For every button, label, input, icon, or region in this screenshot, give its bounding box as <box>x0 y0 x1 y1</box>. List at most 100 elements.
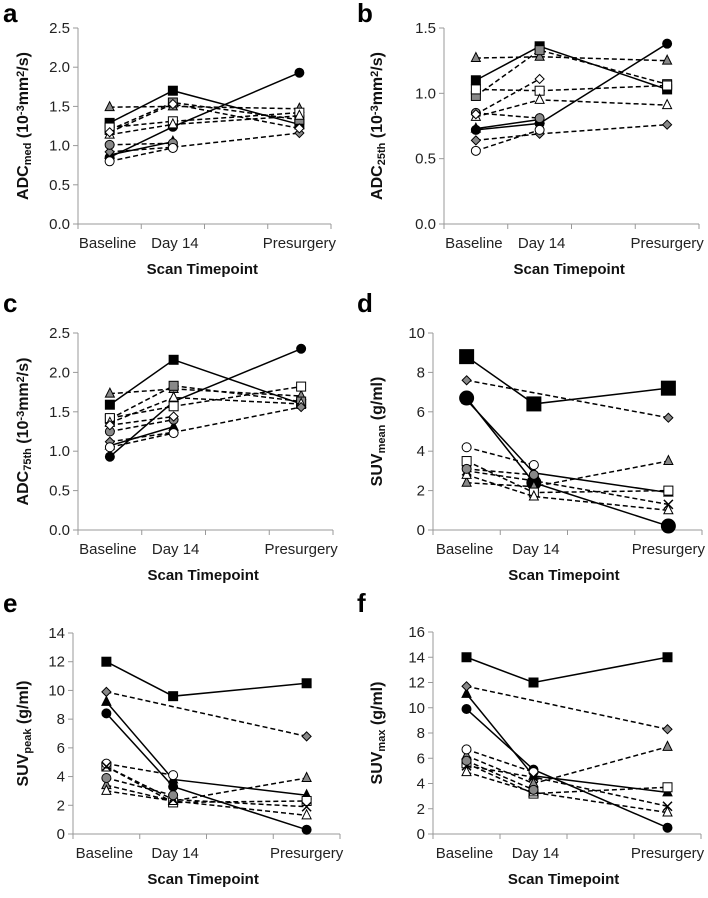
data-point-x <box>663 499 674 510</box>
data-point-diamond <box>663 412 674 423</box>
panel-b: b 0.0 0.5 1.0 1.5 Baseline Day 14 Presurgery Sca… <box>357 0 704 278</box>
x-category-label: Baseline <box>79 235 137 252</box>
data-point-circle <box>294 67 305 78</box>
series-line <box>109 111 300 129</box>
y-tick-label: 2.5 <box>49 20 70 37</box>
y-tick-label: 1.0 <box>49 443 70 460</box>
data-point-circle <box>461 704 472 715</box>
y-axis-title-part: (g/ml) <box>15 681 32 729</box>
data-point-circle <box>461 744 472 755</box>
series-5 <box>461 454 674 491</box>
data-point-triangle <box>661 54 673 65</box>
y-tick-label: 8 <box>417 364 425 381</box>
data-point-circle <box>101 773 112 784</box>
data-point-triangle <box>104 387 116 398</box>
series-10 <box>104 428 179 453</box>
x-category-label: Baseline <box>436 845 494 862</box>
series-line <box>475 49 668 97</box>
x-category-label: Day 14 <box>152 541 200 558</box>
y-axis-title-part: 75th <box>22 448 34 471</box>
y-tick-label: 6 <box>57 740 65 757</box>
x-category-label: Presurgery <box>632 541 706 558</box>
series-8 <box>101 784 312 820</box>
data-point-x <box>101 761 112 772</box>
data-point-triangle <box>663 454 674 466</box>
y-tick-label: 1.5 <box>49 98 70 115</box>
panel-letter: f <box>357 588 366 618</box>
data-point-square <box>296 381 307 392</box>
y-axis-title-part: mm <box>15 77 32 105</box>
series-line <box>109 418 174 433</box>
data-point-diamond <box>470 135 482 146</box>
panel-f: f 0 2 4 6 8 10 12 14 16 Baseline Day 14 Presurgery Sc… <box>357 588 705 888</box>
data-point-circle <box>461 442 472 453</box>
data-point-circle <box>104 139 115 150</box>
series-8 <box>104 401 307 447</box>
y-axis-title-part: ADC <box>369 165 386 200</box>
panel-letter: d <box>357 288 373 318</box>
data-point-square <box>168 401 179 412</box>
data-point-square <box>101 656 112 667</box>
data-point-circle <box>660 518 676 534</box>
data-point-diamond <box>661 119 673 130</box>
series-line <box>466 379 669 419</box>
data-point-circle <box>101 708 112 719</box>
series-line <box>106 777 174 796</box>
y-axis-title-part: 2 <box>369 71 381 77</box>
y-axis-title-part: -3 <box>369 105 381 115</box>
series-7 <box>470 93 673 121</box>
series-7 <box>101 758 179 781</box>
y-tick-label: 1.5 <box>415 20 436 37</box>
data-point-circle <box>662 38 673 49</box>
data-point-circle <box>461 463 472 474</box>
x-axis-title: Scan Timepoint <box>147 261 258 278</box>
y-axis-title-part: (g/ml) <box>369 682 386 730</box>
x-category-label: Day 14 <box>512 845 560 862</box>
series-9 <box>461 760 673 812</box>
series-line <box>109 147 174 163</box>
y-axis-title-part: mm <box>369 77 386 105</box>
series-6 <box>470 80 673 96</box>
series-10 <box>104 142 178 167</box>
data-point-circle <box>461 755 472 766</box>
series-line <box>475 55 668 62</box>
series-line <box>466 765 668 807</box>
x-axis-title: Scan Timepoint <box>513 261 624 278</box>
data-point-square <box>459 349 475 365</box>
y-tick-label: 2.5 <box>49 325 70 342</box>
data-point-triangle <box>301 808 312 820</box>
y-tick-label: 2.0 <box>49 364 70 381</box>
series-line <box>466 746 668 785</box>
series-1 <box>459 349 676 412</box>
y-tick-label: 0 <box>417 522 425 539</box>
series-6 <box>461 758 673 799</box>
series-line <box>106 691 307 738</box>
series-11 <box>104 98 305 138</box>
series-line <box>466 399 669 494</box>
series-10 <box>470 124 545 156</box>
y-axis-title: SUVpeak (g/ml) <box>15 681 34 787</box>
series-line <box>109 103 300 133</box>
series-11 <box>104 411 179 431</box>
y-axis-title: ADC25th (10-3mm2/s) <box>369 52 388 200</box>
series-line <box>475 118 540 130</box>
series-line <box>475 99 668 118</box>
data-point-diamond <box>104 419 116 431</box>
data-point-triangle <box>662 740 673 751</box>
series-line <box>109 432 174 448</box>
x-category-label: Baseline <box>79 541 137 558</box>
data-point-square <box>301 795 312 806</box>
data-point-diamond <box>104 127 115 138</box>
y-tick-label: 10 <box>408 325 425 342</box>
series-line <box>109 105 300 110</box>
y-tick-label: 4 <box>417 776 425 793</box>
y-tick-label: 2 <box>417 483 425 500</box>
y-axis-title-part: max <box>376 729 388 752</box>
series-line <box>109 132 300 153</box>
x-category-label: Presurgery <box>264 541 338 558</box>
series-2 <box>101 708 312 835</box>
series-5 <box>101 771 312 805</box>
data-point-triangle <box>461 687 472 698</box>
series-line <box>466 771 668 814</box>
y-axis-title: ADCmed (10-3mm2/s) <box>15 52 34 200</box>
